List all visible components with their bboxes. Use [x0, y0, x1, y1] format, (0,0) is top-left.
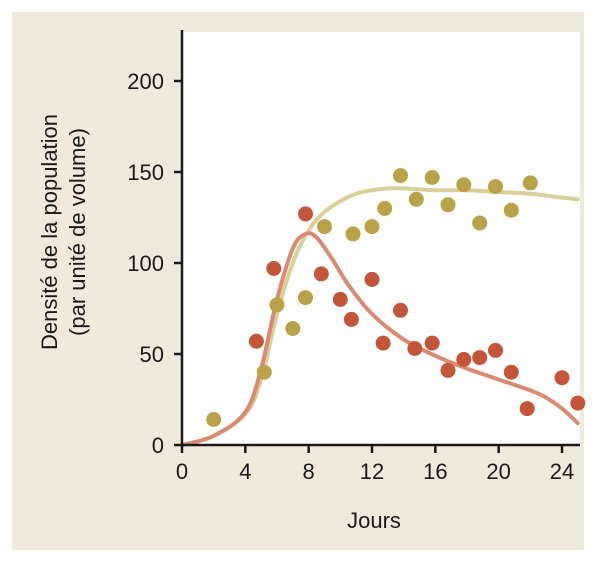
series-2-point-17	[519, 401, 535, 417]
series-2-point-2	[266, 261, 282, 276]
series-2-point-4	[313, 266, 329, 282]
series-1-point-7	[345, 226, 361, 242]
x-tick-label-0: 0	[176, 459, 188, 484]
series-2-point-19	[570, 395, 586, 411]
series-2-point-14	[472, 350, 488, 366]
x-tick-label-8: 8	[303, 459, 315, 484]
series-2-point-10	[407, 341, 423, 356]
series-2-point-11	[424, 335, 440, 351]
x-tick-label-4: 4	[239, 459, 251, 484]
x-tick-label-20: 20	[486, 459, 510, 484]
series-1-point-6	[317, 219, 332, 235]
series-2-point-12	[440, 362, 456, 378]
ticks-layer: 0 4 8 12 16 20 24 0 50 100 150 200	[127, 69, 574, 484]
series-1-point-16	[488, 179, 503, 195]
y-tick-label-100: 100	[127, 251, 164, 276]
x-tick-label-16: 16	[423, 459, 447, 484]
series-1-point-10	[393, 168, 408, 184]
series-2-point-15	[488, 342, 503, 358]
plot-area	[182, 32, 580, 445]
series-1-point-15	[472, 215, 488, 231]
series-1-point-5	[298, 290, 313, 306]
series-2-point-8	[375, 335, 391, 351]
series-1-point-13	[440, 197, 456, 213]
series-1-point-8	[364, 219, 380, 235]
series-2-point-9	[393, 302, 408, 318]
series-2-point-7	[364, 271, 380, 287]
y-tick-label-200: 200	[127, 69, 164, 94]
series-1-point-14	[456, 177, 472, 193]
y-axis-title-line2: (par unité de volume)	[65, 128, 90, 336]
points-layer	[206, 168, 586, 427]
series-2-point-13	[456, 352, 472, 367]
series-1-point-4	[285, 321, 301, 336]
x-tick-label-12: 12	[360, 459, 384, 484]
series-1-point-1	[206, 412, 222, 427]
series-1-point-12	[424, 170, 440, 185]
series-2-point-6	[343, 311, 359, 327]
series-2-point-3	[298, 206, 313, 222]
series-2-point-18	[554, 370, 570, 386]
series-1-point-11	[408, 191, 424, 207]
series-1-point-17	[503, 202, 519, 218]
y-tick-label-50: 50	[140, 342, 164, 367]
y-tick-label-150: 150	[127, 160, 164, 185]
series-1-point-18	[522, 175, 538, 191]
x-tick-label-24: 24	[550, 459, 574, 484]
y-axis-title-line1: Densité de la population	[37, 114, 62, 350]
y-tick-label-0: 0	[152, 433, 164, 458]
series-2-point-5	[332, 291, 348, 307]
series-2-point-16	[503, 364, 519, 380]
series-2-point-1	[248, 333, 264, 349]
series-1-point-3	[269, 297, 285, 313]
series-1-point-2	[256, 364, 272, 380]
series-1-point-9	[377, 200, 393, 216]
x-axis-title: Jours	[347, 508, 401, 533]
